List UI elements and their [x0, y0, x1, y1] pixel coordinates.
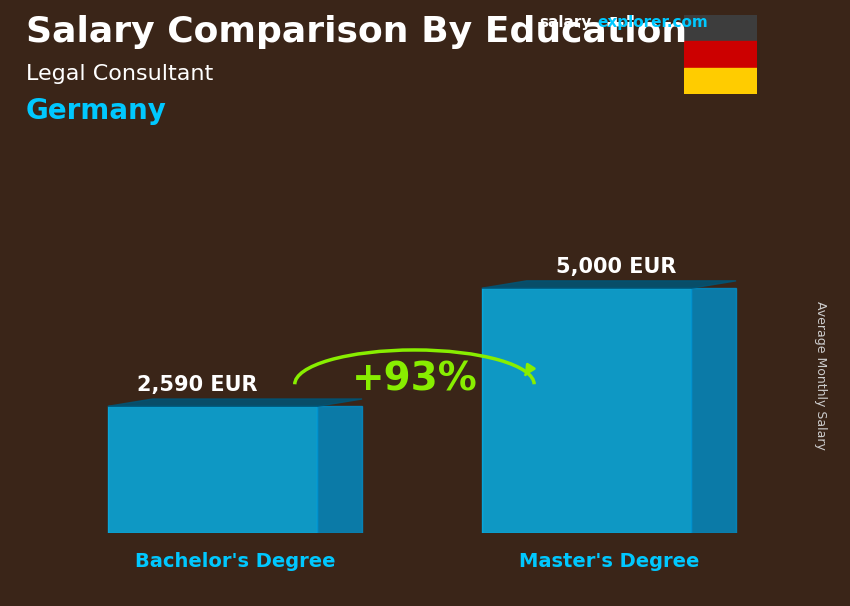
Bar [108, 407, 317, 533]
Polygon shape [108, 399, 362, 407]
Text: +93%: +93% [352, 361, 478, 398]
Text: Germany: Germany [26, 97, 167, 125]
Text: 2,590 EUR: 2,590 EUR [138, 375, 258, 395]
Text: Bachelor's Degree: Bachelor's Degree [134, 552, 335, 571]
Text: Legal Consultant: Legal Consultant [26, 64, 212, 84]
Bar [482, 288, 691, 533]
Bar [684, 15, 756, 41]
Text: salary: salary [540, 15, 592, 30]
Text: explorer.com: explorer.com [598, 15, 708, 30]
Polygon shape [691, 288, 736, 533]
Text: Master's Degree: Master's Degree [518, 552, 700, 571]
Polygon shape [482, 281, 736, 288]
Text: Salary Comparison By Education: Salary Comparison By Education [26, 15, 687, 49]
Bar [684, 68, 756, 94]
Text: 5,000 EUR: 5,000 EUR [556, 257, 677, 277]
Polygon shape [317, 407, 362, 533]
Text: Average Monthly Salary: Average Monthly Salary [813, 301, 827, 450]
Bar [684, 41, 756, 68]
